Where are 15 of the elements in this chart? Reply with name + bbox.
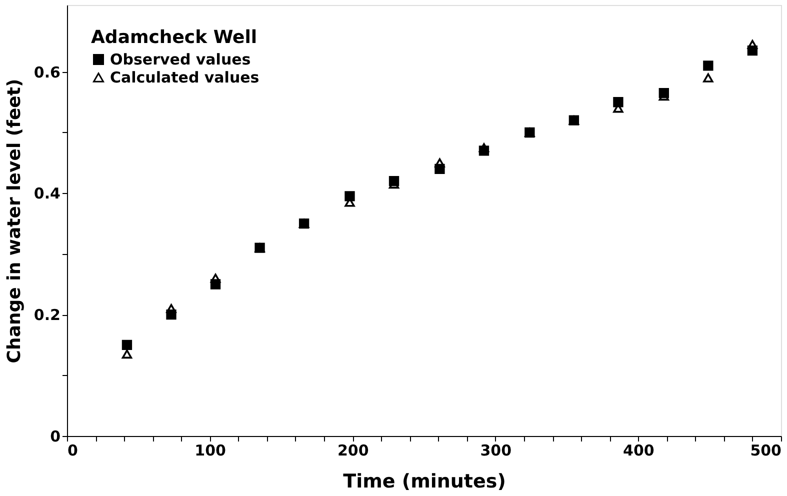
- y-tick-label: 0.4: [34, 184, 60, 203]
- x-tick-label: 100: [194, 442, 226, 460]
- x-tick-label: 0: [68, 442, 78, 460]
- x-tick-label: 300: [480, 442, 512, 460]
- y-tick-label: 0.2: [34, 306, 60, 324]
- y-axis-title: Change in water level (feet): [4, 78, 25, 364]
- legend-title: Adamcheck Well: [91, 27, 258, 48]
- y-tick-label: 0.6: [34, 63, 60, 82]
- legend-label: Observed values: [110, 50, 251, 68]
- x-axis-title: Time (minutes): [343, 470, 506, 492]
- x-tick-label: 400: [623, 442, 654, 460]
- x-tick-label: 500: [750, 442, 782, 460]
- y-tick-label: 0: [50, 428, 60, 446]
- x-tick-label: 200: [337, 442, 369, 460]
- legend-label: Calculated values: [110, 68, 260, 86]
